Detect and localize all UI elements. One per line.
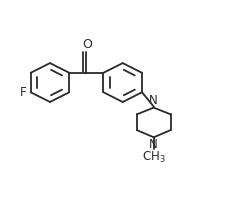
Text: F: F (20, 86, 26, 99)
Text: N: N (149, 94, 158, 107)
Text: N: N (149, 138, 158, 151)
Text: O: O (83, 38, 93, 51)
Text: CH$_3$: CH$_3$ (142, 150, 166, 165)
